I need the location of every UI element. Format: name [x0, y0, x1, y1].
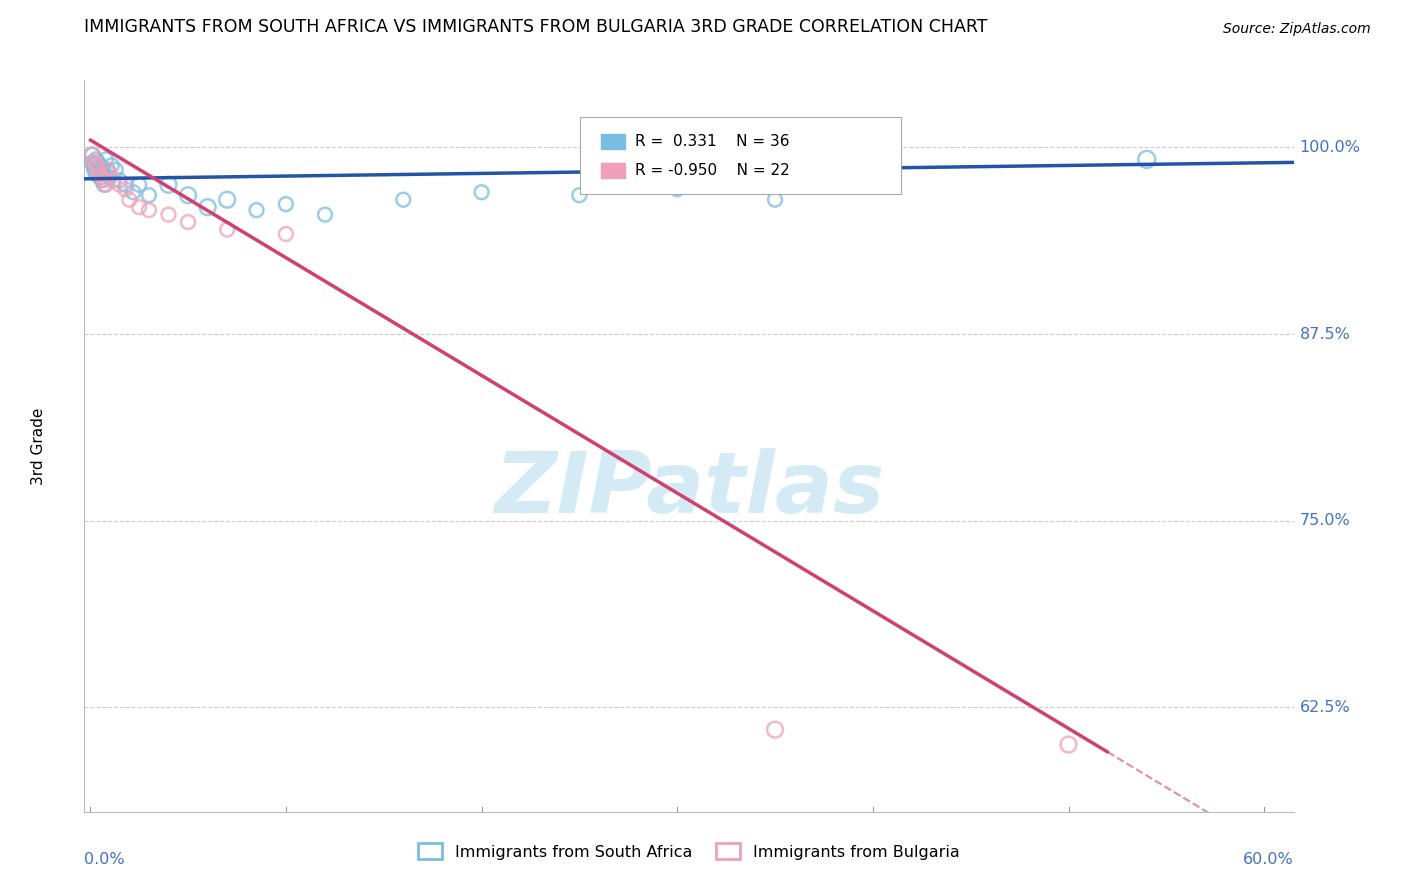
Point: [177, 215, 200, 229]
Point: [157, 178, 180, 192]
Point: [84, 167, 107, 181]
Point: [93, 178, 115, 192]
Point: [87, 162, 110, 177]
Point: [666, 182, 689, 196]
Text: Source: ZipAtlas.com: Source: ZipAtlas.com: [1223, 22, 1371, 37]
Point: [1136, 153, 1159, 167]
FancyBboxPatch shape: [600, 163, 624, 178]
Point: [1057, 738, 1080, 752]
Point: [763, 723, 786, 737]
Legend: Immigrants from South Africa, Immigrants from Bulgaria: Immigrants from South Africa, Immigrants…: [412, 837, 966, 866]
Point: [89, 170, 111, 185]
Point: [217, 222, 239, 236]
Text: 0.0%: 0.0%: [84, 852, 125, 867]
Point: [104, 162, 127, 177]
Point: [245, 203, 267, 218]
Point: [274, 197, 297, 211]
Point: [87, 162, 110, 177]
Point: [98, 167, 121, 181]
Text: IMMIGRANTS FROM SOUTH AFRICA VS IMMIGRANTS FROM BULGARIA 3RD GRADE CORRELATION C: IMMIGRANTS FROM SOUTH AFRICA VS IMMIGRAN…: [84, 19, 988, 37]
Point: [91, 162, 114, 177]
Text: R =  0.331    N = 36: R = 0.331 N = 36: [634, 134, 789, 149]
Text: 60.0%: 60.0%: [1243, 852, 1294, 867]
Point: [118, 193, 141, 207]
Point: [82, 148, 104, 162]
Point: [103, 173, 125, 187]
Point: [94, 178, 117, 192]
Point: [138, 203, 160, 218]
Point: [100, 158, 122, 172]
Point: [274, 227, 297, 241]
Point: [197, 200, 219, 214]
FancyBboxPatch shape: [600, 134, 624, 149]
Point: [568, 188, 591, 202]
Text: 87.5%: 87.5%: [1299, 326, 1350, 342]
Point: [114, 178, 136, 192]
Text: 3rd Grade: 3rd Grade: [31, 408, 46, 484]
Point: [83, 155, 105, 169]
FancyBboxPatch shape: [581, 117, 901, 194]
Point: [108, 173, 131, 187]
Point: [84, 158, 107, 172]
Point: [177, 188, 200, 202]
Point: [392, 193, 415, 207]
Text: 62.5%: 62.5%: [1299, 699, 1350, 714]
Point: [97, 162, 120, 177]
Point: [763, 193, 786, 207]
Point: [114, 182, 136, 196]
Point: [94, 153, 117, 167]
Point: [157, 208, 180, 222]
Text: ZIPatlas: ZIPatlas: [494, 449, 884, 532]
Point: [128, 200, 150, 214]
Point: [82, 148, 104, 162]
Text: 100.0%: 100.0%: [1299, 140, 1361, 155]
Point: [98, 170, 121, 185]
Point: [89, 167, 111, 181]
Point: [128, 178, 150, 192]
Point: [470, 186, 492, 200]
Point: [138, 188, 160, 202]
Point: [84, 153, 107, 167]
Point: [91, 170, 114, 185]
Point: [93, 173, 115, 187]
Text: R = -0.950    N = 22: R = -0.950 N = 22: [634, 163, 789, 178]
Point: [91, 173, 114, 187]
Point: [89, 158, 111, 172]
Point: [217, 193, 239, 207]
Point: [83, 158, 105, 172]
Point: [108, 178, 131, 192]
Point: [82, 155, 104, 169]
Point: [122, 186, 145, 200]
Text: 75.0%: 75.0%: [1299, 513, 1350, 528]
Point: [314, 208, 336, 222]
Point: [83, 162, 105, 177]
Point: [97, 162, 120, 177]
Point: [87, 155, 110, 169]
